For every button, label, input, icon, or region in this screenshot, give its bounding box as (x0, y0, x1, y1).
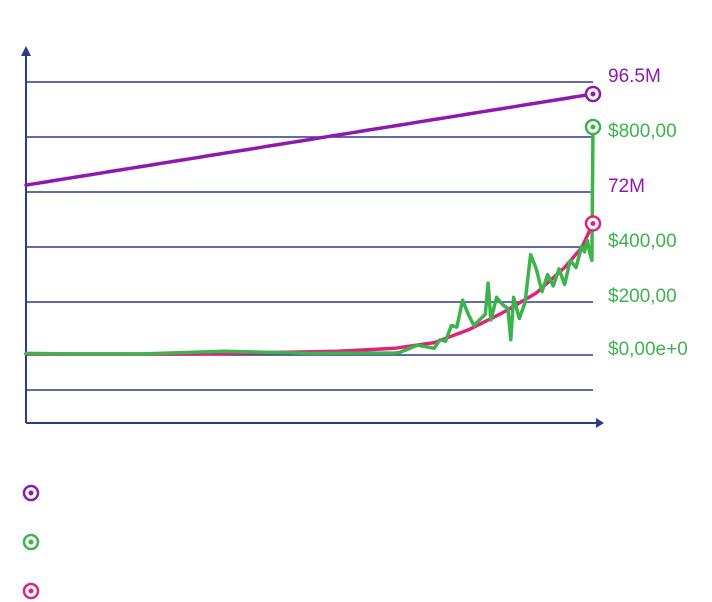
legend-marker-purple (22, 484, 40, 502)
tick-label-left-0: 96.5M (608, 66, 661, 87)
y-axis-arrow (21, 46, 31, 56)
tick-labels: 96.5M $800,00 72M $400,00 $200,00 $0,00e+0 (608, 66, 688, 360)
line-chart: 96.5M $800,00 72M $400,00 $200,00 $0,00e+0 (21, 46, 688, 428)
axes (21, 46, 604, 428)
series-green-end-marker-dot (590, 124, 596, 130)
tick-label-right-0: $800,00 (608, 121, 677, 142)
tick-label-right-1: $400,00 (608, 231, 677, 252)
gridlines (26, 81, 593, 391)
legend-item-series-1[interactable] (20, 482, 42, 504)
series-pink-end-marker-dot (590, 220, 596, 226)
x-axis-arrow (596, 418, 604, 428)
tick-label-left-1: 72M (608, 176, 645, 197)
end-markers (584, 85, 602, 232)
series-pink-line (24, 221, 595, 356)
legend-marker-green (22, 533, 40, 551)
legend-marker-pink (22, 582, 40, 600)
series-purple-end-marker-dot (590, 91, 596, 97)
tick-label-right-2: $200,00 (608, 286, 677, 307)
series-purple-line (24, 92, 595, 187)
legend-item-series-2[interactable] (20, 531, 42, 553)
legend-item-series-3[interactable] (20, 580, 42, 602)
legend (20, 480, 320, 600)
series-layer (24, 92, 595, 356)
series-green-line (24, 125, 595, 356)
tick-label-right-3: $0,00e+0 (608, 339, 688, 360)
